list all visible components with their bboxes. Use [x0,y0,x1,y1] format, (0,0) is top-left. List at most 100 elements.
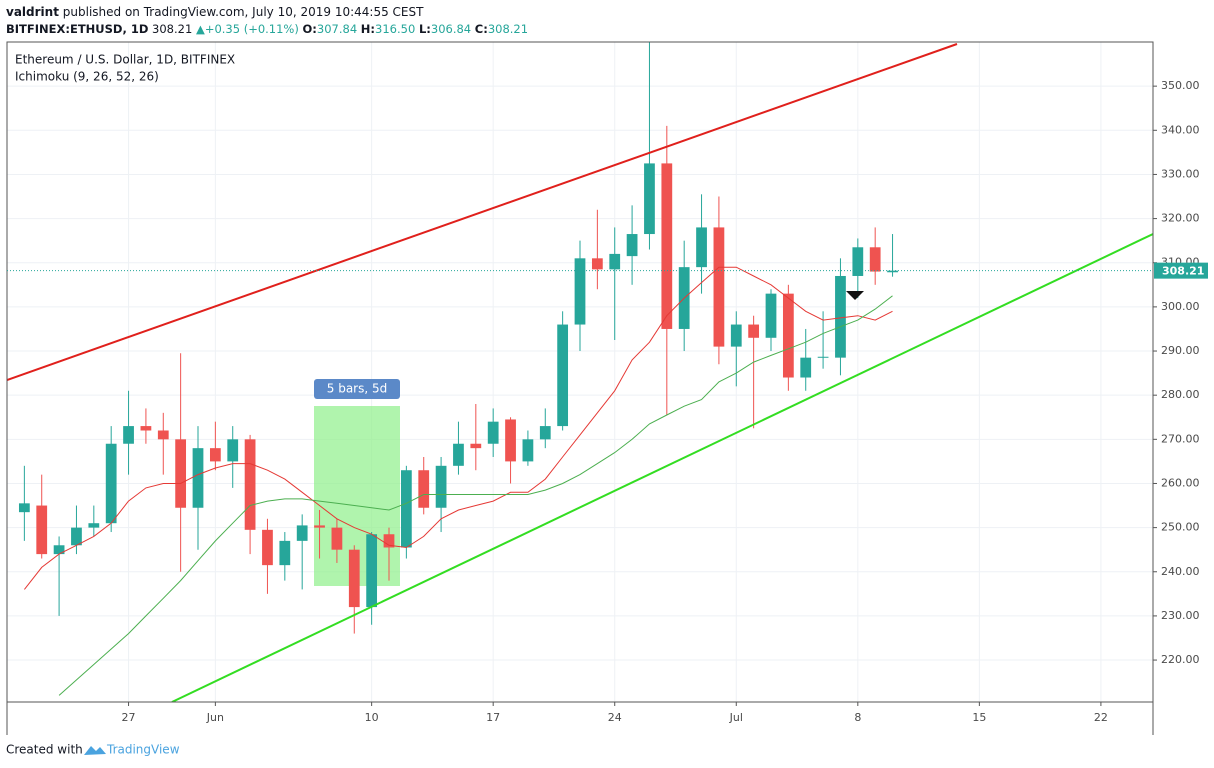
candle-body [765,293,777,338]
y-tick-label: 340.00 [1161,123,1200,136]
plot [18,42,898,696]
candle-body [644,163,655,235]
change-arrow: ▲ [195,22,205,36]
candle-body [88,523,100,528]
candle-body [262,529,273,566]
candle-body [869,247,881,272]
last-price-label: 308.21 [1162,265,1204,278]
ohlc-label: C: [474,22,488,36]
candle-body [661,163,673,329]
y-tick-label: 270.00 [1161,432,1200,445]
candle-body [609,253,621,270]
candle-body [140,426,152,431]
x-tick-label: 24 [608,711,622,724]
resistance-line [7,43,958,381]
change: +0.35 (+0.11%) [204,22,299,36]
candle-body [505,419,516,462]
candle-body [713,227,725,347]
footer-text: Created with [6,743,83,757]
x-tick-label: 22 [1094,711,1108,724]
ohlc-value: 316.50 [375,22,416,36]
publish-line: valdrint published on TradingView.com, J… [6,5,423,19]
x-tick-label: 8 [854,711,861,724]
x-tick-label: Jun [206,711,224,724]
author: valdrint [6,5,59,19]
candle-body [366,534,378,608]
candle-body [470,443,482,449]
grid [7,42,1153,702]
indicator-line [24,266,893,590]
candle-body [331,527,343,550]
candle-body [487,421,499,444]
candle-body [418,470,430,508]
y-tick-label: 350.00 [1161,79,1200,92]
candle-body [557,324,569,427]
y-tick-label: 330.00 [1161,167,1200,180]
arrow-marker [846,291,864,300]
candle-body [123,426,134,444]
candle-body [227,439,239,462]
drawings: 5 bars, 5d [7,43,1153,702]
candle-body [730,324,742,347]
x-tick-label: 10 [365,711,379,724]
symbol: BITFINEX:ETHUSD, 1D [6,22,149,36]
y-tick-label: 280.00 [1161,388,1200,401]
candle-body [887,270,898,273]
brand-logo [84,746,106,755]
candle-body [71,527,82,546]
candle-body [53,545,65,555]
y-tick-label: 290.00 [1161,344,1200,357]
candle-body [522,439,534,462]
measure-tag [314,379,400,399]
symbol-line: BITFINEX:ETHUSD, 1D 308.21 ▲+0.35 (+0.11… [6,22,528,36]
candle-body [453,443,464,466]
candle-body [18,503,30,513]
candle-body [314,525,325,528]
x-tick-label: 27 [122,711,136,724]
y-tick-label: 240.00 [1161,565,1200,578]
candle-body [244,439,256,530]
candle-body [157,430,169,440]
y-tick-label: 300.00 [1161,300,1200,313]
ohlc-value: 308.21 [487,22,529,36]
publish-info: published on TradingView.com, July 10, 2… [62,5,424,19]
candle-body [105,443,117,524]
candle-body [835,275,846,358]
candle-body [748,324,760,338]
y-tick-label: 250.00 [1161,521,1200,534]
support-line [171,233,1153,702]
y-tick-label: 260.00 [1161,476,1200,489]
measure-label: 5 bars, 5d [327,382,388,396]
candle-body [209,448,221,462]
candle-body [36,505,48,555]
x-tick-label: Jul [729,711,743,724]
plot-frame [6,41,1154,703]
indicator-label: Ichimoku (9, 26, 52, 26) [15,70,159,84]
candle-body [782,293,794,378]
chart-title: Ethereum / U.S. Dollar, 1D, BITFINEX [15,53,235,67]
candle-body [852,247,864,276]
x-tick-label: 15 [972,711,986,724]
candle-body [800,357,812,378]
ohlc-label: L: [418,22,431,36]
candle-body [348,549,360,608]
ohlc-label: O: [302,22,317,36]
ohlc-label: H: [360,22,376,36]
y-tick-label: 220.00 [1161,653,1200,666]
candle-body [817,356,829,358]
candle-body [696,227,707,268]
candle-body [383,534,395,548]
ohlc-value: 306.84 [430,22,472,36]
ohlc-value: 307.84 [316,22,358,36]
indicator-line [58,295,893,696]
footer-brand: TradingView [106,743,180,757]
candle-body [435,465,447,508]
x-tick-label: 17 [486,711,500,724]
candle-body [296,525,308,541]
candle-body [279,540,291,566]
candle-body [626,234,638,257]
candle-body [175,439,187,508]
candle-body [591,258,603,270]
